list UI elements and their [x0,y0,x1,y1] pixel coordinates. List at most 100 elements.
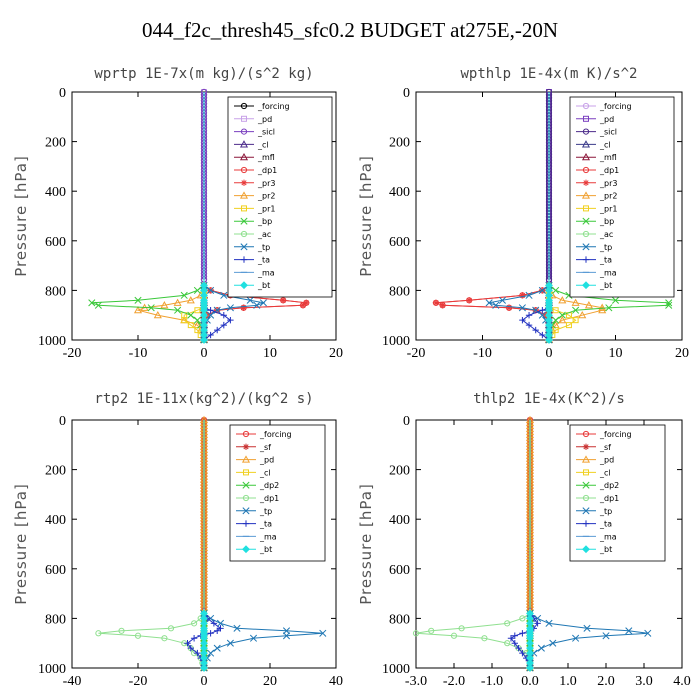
data-point [545,336,553,344]
legend-marker [240,166,248,174]
legend-marker [582,481,590,489]
data-point [118,627,125,634]
x-tick-label: -1.0 [481,674,503,689]
legend-label: _dp2 [259,481,279,490]
y-tick-label: 200 [45,464,66,479]
data-point [259,299,267,307]
data-point [147,304,155,312]
data-point [598,303,607,311]
data-point [481,635,488,642]
legend-label: _tp [259,507,272,516]
x-tick-label: 20 [263,674,277,689]
legend-marker [239,140,249,148]
data-point [227,316,234,324]
data-point [210,620,218,627]
data-point [191,620,198,627]
legend-marker [240,256,248,263]
series-bt [200,92,208,344]
legend-label: _pr2 [599,192,617,201]
data-point [504,620,511,627]
series-tp [485,92,553,344]
data-point [538,311,546,319]
data-point [525,291,533,299]
legend-marker [582,243,590,251]
x-tick-label: 20 [329,346,343,361]
legend-marker [583,469,589,476]
legend-marker [582,179,590,186]
series-line [435,284,550,340]
legend-marker [583,115,589,122]
legend-label: _dp1 [599,166,619,175]
legend-item: _pd [576,115,614,124]
legend-item: _bp [234,217,272,226]
legend-marker [582,520,590,527]
legend-item: _bt [234,281,270,290]
legend-marker [582,128,590,135]
legend-marker [582,256,590,263]
y-tick-label: 600 [389,563,410,578]
x-tick-label: -20 [63,346,82,361]
data-point [558,311,566,319]
data-point [565,322,572,329]
chart-title: rtp2 1E-11x(kg^2)/(kg^2 s) [94,391,313,407]
data-point [507,635,515,642]
data-point [549,639,557,647]
legend-label: _pd [257,115,272,124]
data-point [511,640,518,647]
legend-marker [242,481,250,489]
legend-label: _bt [599,545,612,554]
legend-item: _pd [234,115,272,124]
legend-item: _ta [576,256,612,265]
legend-item: _dp2 [576,481,619,490]
legend-marker [583,205,589,212]
data-point [214,326,221,334]
legend-marker [582,494,590,502]
legend-label: _dp1 [599,494,619,503]
data-point [458,625,465,632]
y-tick-label: 0 [59,86,66,101]
data-point [625,627,633,635]
data-point [519,292,526,299]
legend-item: _cl [576,468,611,477]
data-point [552,316,560,324]
legend-label: _cl [257,140,269,149]
chart-rtp2: rtp2 1E-11x(kg^2)/(kg^2 s) Pressure [hPa]… [12,391,343,689]
legend-label: _forcing [257,102,290,111]
legend-item: _cl [234,140,269,149]
x-tick-label: -20 [129,674,148,689]
data-point [584,301,593,309]
data-point [190,635,198,642]
legend-label: _sicl [599,128,617,137]
data-point [207,307,214,314]
data-point [193,316,201,324]
legend-label: _tp [599,507,612,516]
legend-label: _forcing [599,430,632,439]
data-point [233,624,241,632]
legend-marker [242,507,250,515]
legend-item: _ta [234,256,270,265]
series-line [136,285,205,340]
legend-marker [242,443,250,450]
x-tick-label: 0.0 [521,674,539,689]
x-tick-label: 10 [263,346,277,361]
legend-label: _pr1 [257,204,275,213]
y-tick-label: 400 [389,513,410,528]
legend-item: _sf [576,443,611,452]
data-point [665,301,673,309]
data-point [428,627,435,634]
y-axis-label: Pressure [hPa] [357,155,375,277]
data-point [572,634,580,642]
legend-marker [242,430,250,438]
data-point [207,614,215,622]
data-point [246,296,254,304]
x-tick-label: 0 [546,346,553,361]
legend-label: _dp1 [257,166,277,175]
data-point [174,306,182,314]
legend-label: _mfl [599,153,617,162]
legend-label: _ac [257,230,271,239]
legend-item: _ma [236,532,277,541]
legend-item: _pr2 [234,191,275,201]
x-tick-label: 0 [201,674,208,689]
legend-label: _forcing [259,430,292,439]
data-point [525,321,533,329]
